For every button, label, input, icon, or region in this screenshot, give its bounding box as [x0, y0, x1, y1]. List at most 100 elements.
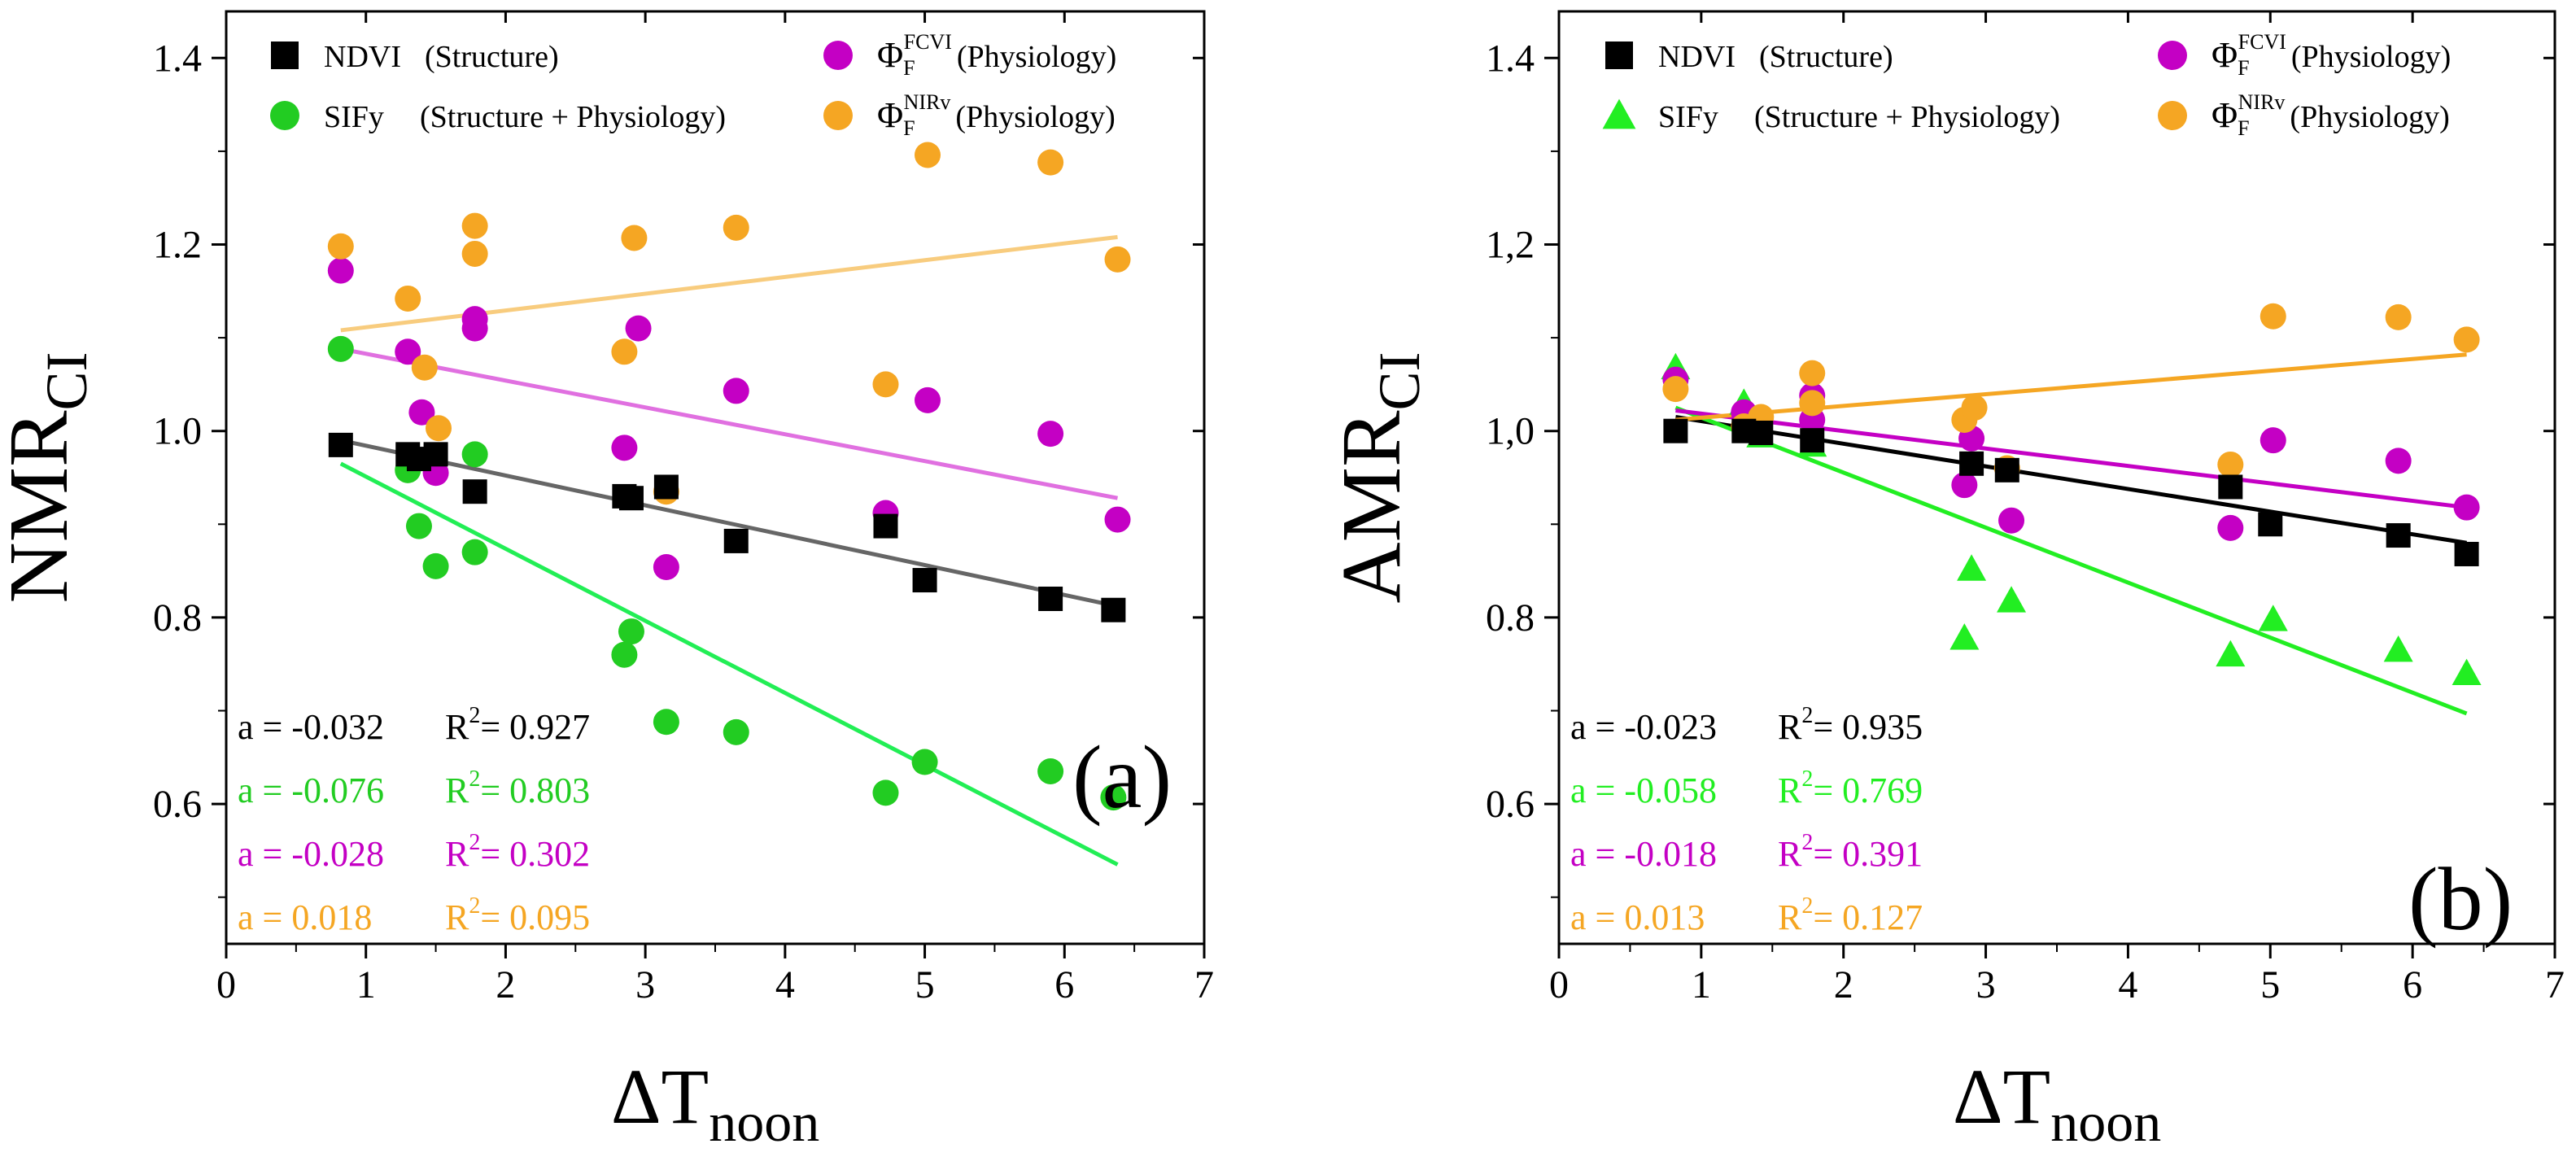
- slope-text-fcvi: a = -0.018: [1570, 834, 1717, 874]
- x-axis-label: ΔTnoon: [611, 1053, 819, 1153]
- legend: NDVI (Structure) ΦFFCVI (Physiology) SIFy (St…: [270, 30, 1116, 140]
- series-sify: [1661, 352, 2482, 686]
- data-point-sify: [1949, 623, 1980, 650]
- data-point-sify: [461, 441, 488, 468]
- x-tick-label: 0: [216, 963, 236, 1006]
- x-tick-label: 5: [915, 963, 935, 1006]
- fit-line-fcvi: [340, 347, 1119, 500]
- data-point-fcvi: [2453, 494, 2480, 521]
- data-point-sify: [405, 513, 432, 539]
- data-point-nirv: [621, 225, 648, 251]
- data-point-nirv: [915, 142, 941, 168]
- data-point-nirv: [2217, 451, 2244, 478]
- legend-marker-sify: [1602, 98, 1636, 129]
- data-point-fcvi: [2217, 514, 2244, 541]
- series-fcvi: [1662, 366, 2480, 541]
- regression-stats: a = -0.032 R2= 0.927 a = -0.076 R2= 0.803 a …: [238, 703, 590, 937]
- slope-text-fcvi: a = -0.028: [238, 834, 384, 874]
- series-nirv: [1662, 303, 2480, 482]
- slope-text-nirv: a = 0.013: [1570, 897, 1705, 937]
- data-point-sify: [611, 641, 638, 668]
- data-point-nirv: [611, 338, 638, 365]
- data-point-ndvi: [1038, 586, 1063, 611]
- data-point-sify: [723, 718, 749, 745]
- r2-text-nirv: R2= 0.095: [445, 893, 590, 937]
- chart-panel-a: 0 1 2 3 4 5 6 7 0.6 0.8 1.0 1.2 1.4 ΔTnoon NMRCI NDVI (S…: [0, 10, 1214, 1153]
- data-point-ndvi: [2386, 523, 2411, 548]
- x-tick-label: 1: [356, 963, 376, 1006]
- data-point-sify: [461, 539, 488, 565]
- legend-desc-sify: (Structure + Physiology): [420, 100, 726, 134]
- r2-text-sify: R2= 0.803: [445, 766, 590, 810]
- r2-text-fcvi: R2= 0.391: [1778, 830, 1923, 874]
- data-point-ndvi: [423, 442, 448, 467]
- x-tick-label: 2: [1834, 963, 1853, 1006]
- slope-text-sify: a = -0.058: [1570, 771, 1717, 810]
- slope-text-ndvi: a = -0.032: [238, 707, 384, 747]
- legend-marker-fcvi: [823, 41, 853, 70]
- legend-label-nirv: ΦFNIRv (Physiology): [877, 90, 1116, 140]
- data-point-sify: [2216, 640, 2246, 667]
- legend-label-fcvi: ΦFFCVI (Physiology): [2211, 30, 2451, 80]
- data-point-fcvi: [1951, 472, 1978, 499]
- data-point-fcvi: [395, 338, 421, 365]
- x-tick-label: 3: [635, 963, 655, 1006]
- data-point-nirv: [2453, 326, 2480, 353]
- series-nirv: [327, 142, 1131, 505]
- slope-text-ndvi: a = -0.023: [1570, 707, 1717, 747]
- data-point-fcvi: [327, 257, 354, 284]
- data-point-nirv: [1799, 390, 1826, 417]
- legend-label-nirv: ΦFNIRv (Physiology): [2211, 90, 2450, 140]
- legend-label-fcvi: ΦFFCVI (Physiology): [877, 30, 1116, 80]
- x-tick-label: 7: [1194, 963, 1214, 1006]
- y-tick-label: 0.6: [1486, 783, 1535, 826]
- panel-label: (a): [1072, 727, 1172, 827]
- r2-text-fcvi: R2= 0.302: [445, 830, 590, 874]
- data-point-sify: [2383, 635, 2413, 662]
- data-point-nirv: [1961, 395, 1988, 421]
- legend-label-sify: SIFy: [1658, 100, 1718, 134]
- data-point-ndvi: [1800, 428, 1825, 453]
- data-point-fcvi: [2385, 448, 2412, 474]
- x-tick-label: 0: [1549, 963, 1569, 1006]
- y-tick-label: 1,0: [1486, 410, 1535, 453]
- y-tick-label: 1.4: [1486, 37, 1535, 80]
- data-point-nirv: [327, 233, 354, 260]
- data-point-fcvi: [2259, 427, 2286, 454]
- data-point-sify: [1997, 586, 2027, 613]
- chart-panel-b: 0 1 2 3 4 5 6 7 0.6 0.8 1,0 1,2 1.4 ΔTnoon AMRCI NDVI (S…: [1325, 10, 2565, 1153]
- y-tick-label: 0.8: [1486, 596, 1535, 640]
- fit-line-nirv: [340, 234, 1118, 333]
- legend-label-sify: SIFy: [324, 100, 384, 134]
- legend-marker-ndvi: [1605, 41, 1633, 69]
- data-point-nirv: [1662, 376, 1689, 403]
- series-ndvi: [328, 432, 1126, 622]
- legend-marker-ndvi: [271, 41, 299, 69]
- slope-text-nirv: a = 0.018: [238, 897, 372, 937]
- legend-marker-fcvi: [2158, 41, 2187, 70]
- data-point-ndvi: [328, 432, 353, 457]
- legend-desc-sify: (Structure + Physiology): [1754, 100, 2060, 134]
- data-point-nirv: [1799, 360, 1826, 386]
- data-point-nirv: [1104, 246, 1131, 273]
- x-axis-label: ΔTnoon: [1953, 1053, 2161, 1153]
- data-point-ndvi: [2454, 541, 2479, 566]
- legend-label-ndvi: NDVI: [1658, 40, 1736, 74]
- data-point-ndvi: [1959, 451, 1984, 476]
- fit-line-sify: [339, 461, 1119, 867]
- fit-line-ndvi: [340, 438, 1119, 609]
- y-axis-label: NMRCI: [0, 352, 99, 604]
- x-tick-label: 3: [1976, 963, 1996, 1006]
- x-tick-label: 4: [2118, 963, 2137, 1006]
- fit-line-fcvi: [1675, 408, 2467, 510]
- regression-stats: a = -0.023 R2= 0.935 a = -0.058 R2= 0.769 a …: [1570, 703, 1923, 937]
- legend-marker-nirv: [823, 101, 853, 130]
- data-point-nirv: [461, 240, 488, 267]
- r2-text-nirv: R2= 0.127: [1778, 893, 1923, 937]
- data-point-ndvi: [1101, 597, 1126, 622]
- r2-text-ndvi: R2= 0.935: [1778, 703, 1923, 747]
- fit-line-sify: [1674, 405, 2468, 716]
- data-point-ndvi: [653, 474, 679, 500]
- data-point-sify: [2258, 605, 2288, 631]
